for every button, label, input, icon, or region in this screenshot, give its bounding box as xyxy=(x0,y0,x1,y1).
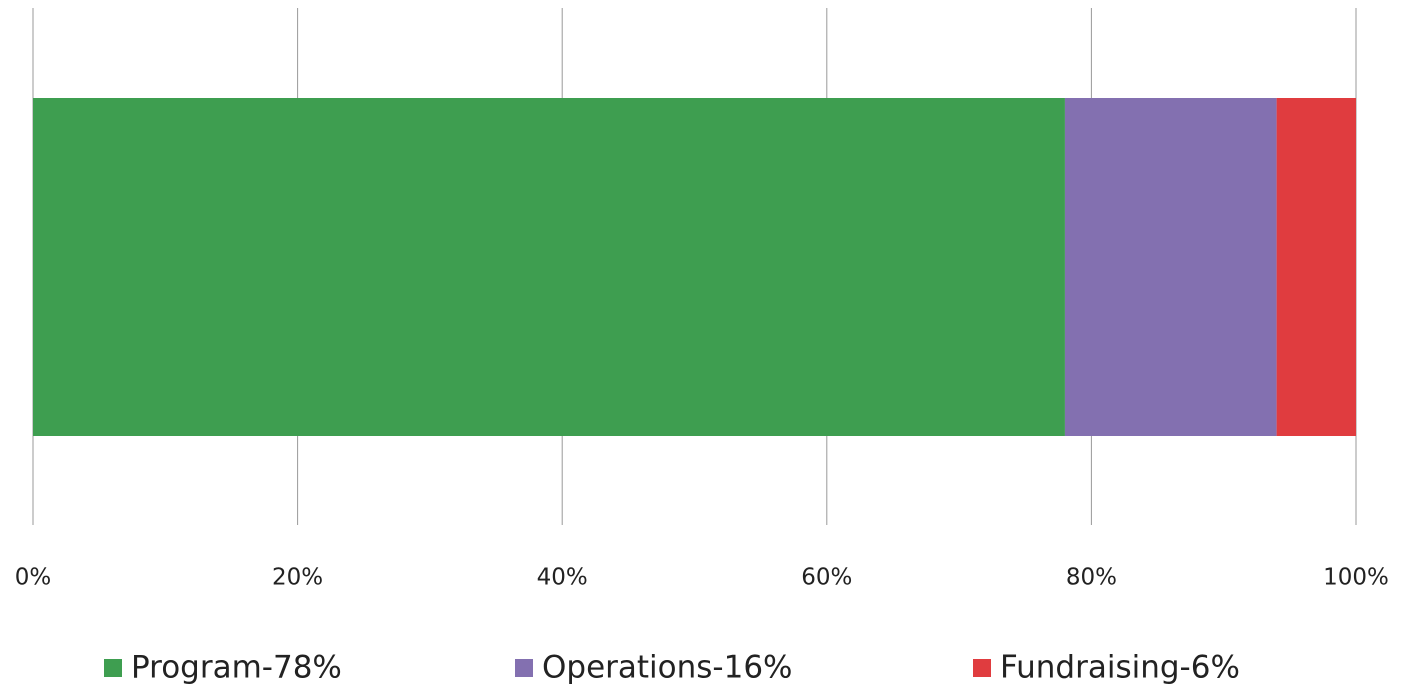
x-tick-label: 20% xyxy=(272,565,323,591)
x-tick-label: 100% xyxy=(1323,565,1389,591)
x-tick-label: 40% xyxy=(537,565,588,591)
legend-swatch xyxy=(515,659,533,677)
legend-swatch xyxy=(104,659,122,677)
x-tick-label: 0% xyxy=(15,565,52,591)
bar-segment xyxy=(1276,98,1356,436)
bar-segment xyxy=(33,98,1065,436)
x-tick-label: 80% xyxy=(1066,565,1117,591)
legend-swatch xyxy=(973,659,991,677)
x-tick-label: 60% xyxy=(801,565,852,591)
bar-segment xyxy=(1064,98,1277,436)
legend-label: Operations-16% xyxy=(542,650,793,686)
legend-label: Fundraising-6% xyxy=(1000,650,1240,686)
legend-label: Program-78% xyxy=(131,650,342,686)
